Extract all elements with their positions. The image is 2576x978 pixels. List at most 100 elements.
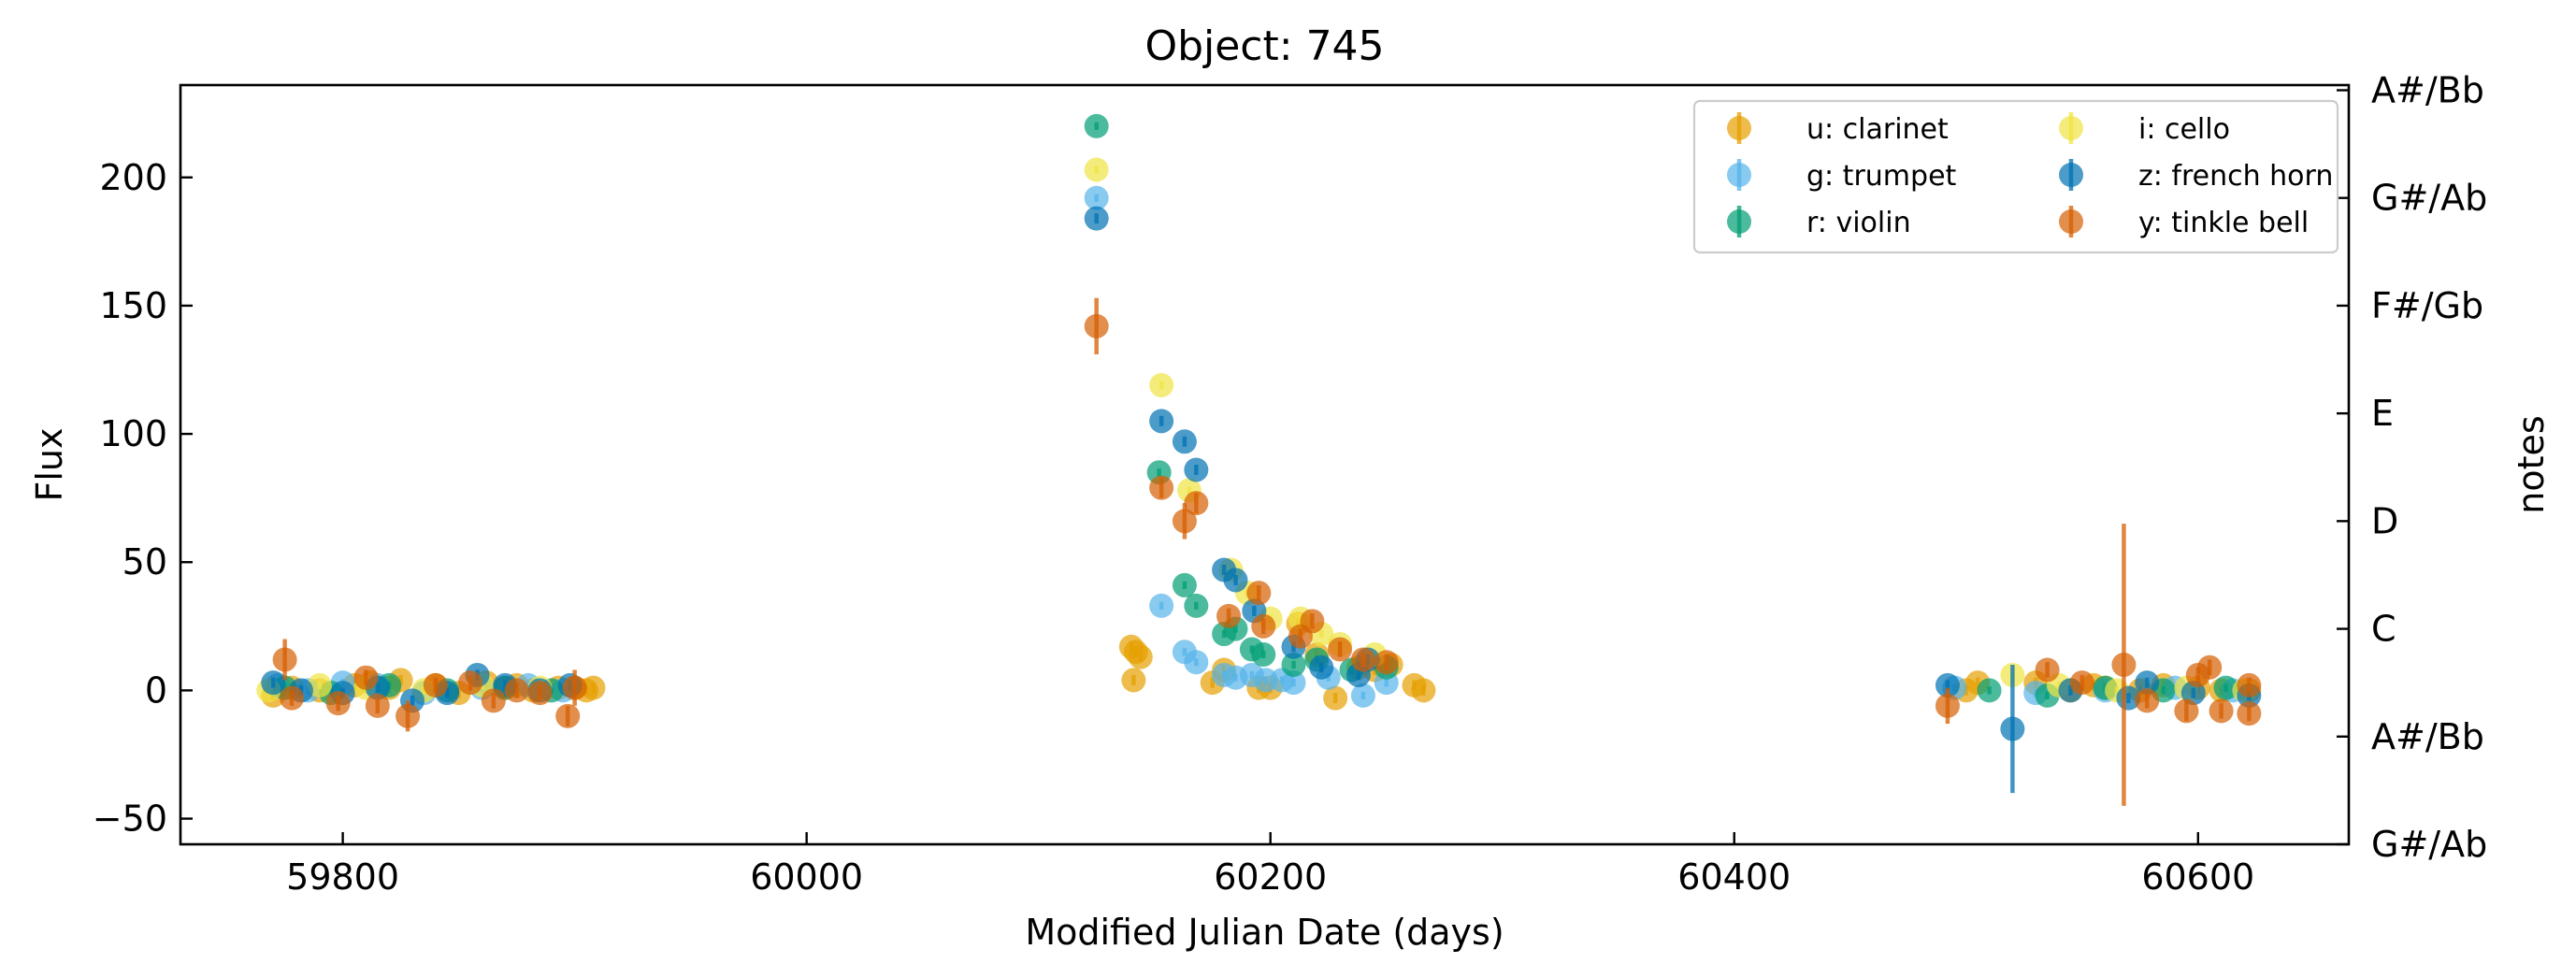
data-point <box>2237 672 2262 698</box>
data-point <box>1977 678 2002 703</box>
legend-marker <box>1727 163 1751 187</box>
right-axis-label: notes <box>2511 415 2552 513</box>
legend-label: u: clarinet <box>1806 113 1949 146</box>
data-point <box>1411 678 1436 703</box>
right-tick-label: F#/Gb <box>2371 285 2483 326</box>
legend-item: y: tinkle bell <box>2059 206 2309 239</box>
legend-label: z: french horn <box>2138 160 2333 193</box>
data-point <box>1251 642 1276 667</box>
legend: u: clarinet g: trumpet r: violin i: cello z:… <box>1692 99 2339 254</box>
y-tick-label: −50 <box>93 798 167 840</box>
data-point <box>1172 429 1197 454</box>
data-point <box>1084 113 1109 138</box>
data-point <box>2197 654 2223 680</box>
data-point <box>325 691 351 716</box>
x-tick-label: 60600 <box>2141 856 2254 898</box>
data-point <box>527 681 553 706</box>
data-point <box>1149 593 1174 618</box>
data-point <box>2000 716 2025 741</box>
data-point <box>1084 313 1109 338</box>
data-point <box>1328 637 1353 662</box>
legend-item: u: clarinet <box>1727 112 1949 146</box>
data-point <box>1149 372 1174 397</box>
data-point <box>1084 157 1109 182</box>
data-point <box>1184 650 1209 675</box>
data-point <box>504 678 529 703</box>
data-point <box>2237 701 2262 726</box>
data-point <box>280 685 305 711</box>
data-point <box>2135 688 2160 713</box>
legend-item: z: french horn <box>2059 159 2333 193</box>
legend-marker <box>1727 209 1751 234</box>
data-point <box>2035 657 2060 683</box>
data-point <box>1251 613 1276 639</box>
data-point <box>1323 685 1348 711</box>
legend-item: r: violin <box>1727 206 1911 239</box>
right-tick-label: A#/Bb <box>2371 69 2484 110</box>
data-point <box>365 693 390 718</box>
data-point <box>2111 652 2137 677</box>
data-point <box>2069 670 2094 696</box>
y-tick-label: 200 <box>99 157 167 198</box>
data-point <box>1309 654 1334 680</box>
data-point <box>1935 693 1960 718</box>
axes: 59800 60000 60200 60400 60600 −50 0 50 100 150 200… <box>93 69 2487 898</box>
data-point <box>1246 581 1272 606</box>
data-point <box>1300 609 1325 634</box>
data-point <box>1281 652 1306 677</box>
data-point <box>423 672 448 698</box>
x-axis-label: Modified Julian Date (days) <box>1025 912 1504 953</box>
data-point <box>1184 491 1209 516</box>
legend-marker <box>2059 209 2083 234</box>
data-point <box>353 665 379 690</box>
x-tick-label: 59800 <box>286 856 399 898</box>
data-point <box>1216 603 1242 628</box>
plot-marks <box>256 113 2262 806</box>
legend-frame <box>1692 99 2339 254</box>
x-tick-label: 60000 <box>750 856 863 898</box>
y-axis-label: Flux <box>29 428 70 502</box>
x-tick-label: 60400 <box>1677 856 1791 898</box>
data-point <box>1281 670 1306 696</box>
data-point <box>1184 593 1209 618</box>
data-point <box>2209 698 2234 724</box>
data-point <box>1223 568 1248 593</box>
data-point <box>1121 668 1146 693</box>
data-point <box>307 672 332 698</box>
data-point <box>481 688 506 713</box>
data-point <box>2213 675 2238 700</box>
plot-frame <box>179 83 2351 846</box>
legend-marker <box>2059 116 2083 140</box>
series-6 <box>272 297 2262 806</box>
data-point <box>1084 206 1109 231</box>
data-point <box>1149 409 1174 434</box>
data-point <box>1172 572 1197 597</box>
data-point <box>562 675 587 700</box>
data-point <box>1172 509 1197 534</box>
right-tick-label: G#/Ab <box>2371 178 2487 219</box>
right-tick-label: E <box>2371 393 2394 434</box>
legend-marker <box>1727 116 1751 140</box>
y-tick-label: 0 <box>145 669 167 711</box>
legend-label: g: trumpet <box>1806 160 1957 193</box>
right-tick-label: C <box>2371 609 2396 650</box>
data-point <box>1350 683 1375 708</box>
legend-marker <box>2059 163 2083 187</box>
data-point <box>1149 475 1174 500</box>
right-tick-label: D <box>2371 500 2398 541</box>
series-5 <box>261 206 2262 794</box>
data-point <box>2135 670 2160 696</box>
data-point <box>2174 698 2199 724</box>
y-tick-label: 50 <box>122 541 167 582</box>
legend-label: i: cello <box>2138 113 2230 146</box>
data-point <box>1184 457 1209 482</box>
data-point <box>396 703 421 728</box>
legend-label: r: violin <box>1806 207 1911 239</box>
right-tick-label: A#/Bb <box>2371 716 2484 757</box>
x-tick-label: 60200 <box>1214 856 1327 898</box>
data-point <box>1350 647 1375 672</box>
data-point <box>1084 185 1109 210</box>
legend-label: y: tinkle bell <box>2138 207 2309 239</box>
